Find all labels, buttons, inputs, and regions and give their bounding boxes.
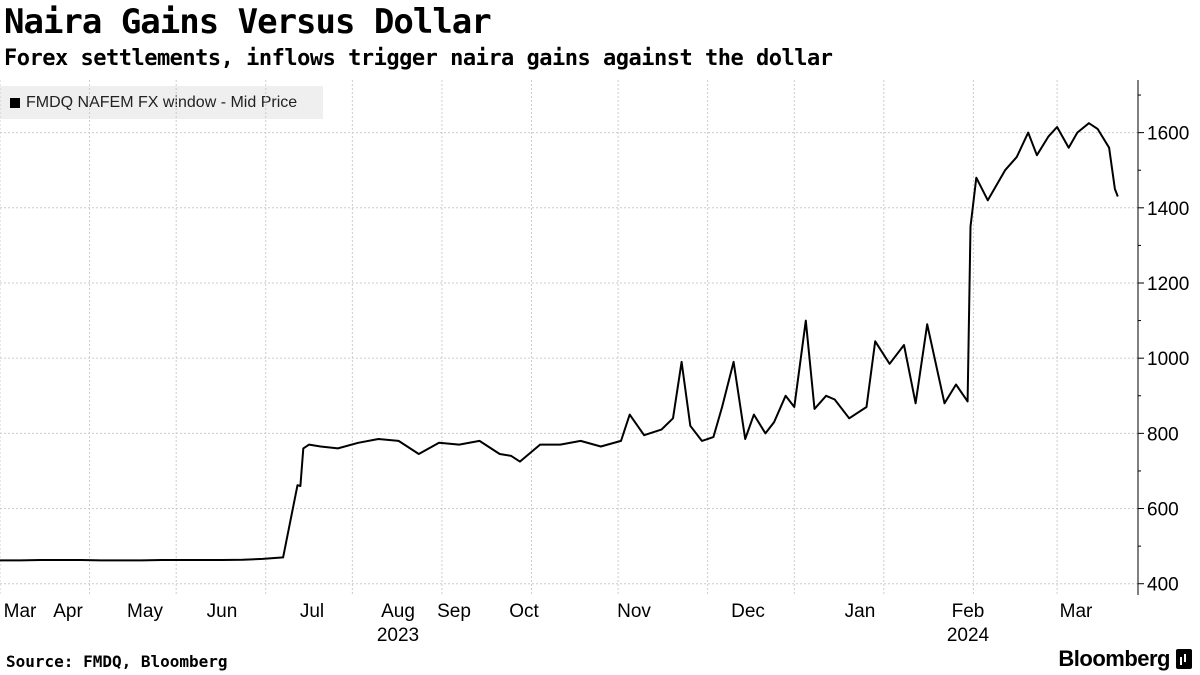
x-tick-label: Jun	[207, 601, 238, 622]
x-tick-label: Dec	[731, 601, 765, 622]
legend-swatch	[10, 97, 20, 108]
source-note: Source: FMDQ, Bloomberg	[6, 652, 228, 671]
x-year-label: 2023	[377, 625, 419, 646]
brand: Bloomberg	[1058, 646, 1192, 672]
y-tick-label: 1600	[1147, 124, 1189, 145]
x-tick-label: Aug	[381, 601, 415, 622]
x-tick-label: Jul	[300, 601, 324, 622]
x-tick-label: Apr	[53, 601, 83, 622]
x-tick-label: Sep	[437, 601, 471, 622]
brand-name: Bloomberg	[1058, 646, 1170, 671]
legend-label: FMDQ NAFEM FX window - Mid Price	[26, 93, 298, 111]
x-year-label: 2024	[947, 625, 990, 646]
x-tick-label: Mar	[4, 601, 37, 622]
y-tick-label: 1000	[1147, 349, 1189, 370]
x-tick-label: May	[127, 601, 163, 622]
legend: FMDQ NAFEM FX window - Mid Price	[0, 86, 323, 119]
x-tick-label: Nov	[617, 601, 651, 622]
chart-subtitle: Forex settlements, inflows trigger naira…	[4, 46, 833, 71]
x-tick-label: Oct	[509, 601, 539, 622]
x-tick-label: Mar	[1060, 601, 1093, 622]
series-line-naira-mid-price	[0, 122, 1119, 562]
y-tick-label: 800	[1147, 424, 1179, 445]
y-tick-label: 1200	[1147, 274, 1189, 295]
chart-title: Naira Gains Versus Dollar	[4, 2, 492, 42]
bloomberg-chart-icon	[1176, 649, 1192, 669]
y-tick-label: 600	[1147, 500, 1179, 521]
x-tick-label: Jan	[845, 601, 876, 622]
x-tick-label: Feb	[952, 601, 985, 622]
y-tick-label: 1400	[1147, 199, 1189, 220]
y-tick-label: 400	[1147, 575, 1179, 596]
